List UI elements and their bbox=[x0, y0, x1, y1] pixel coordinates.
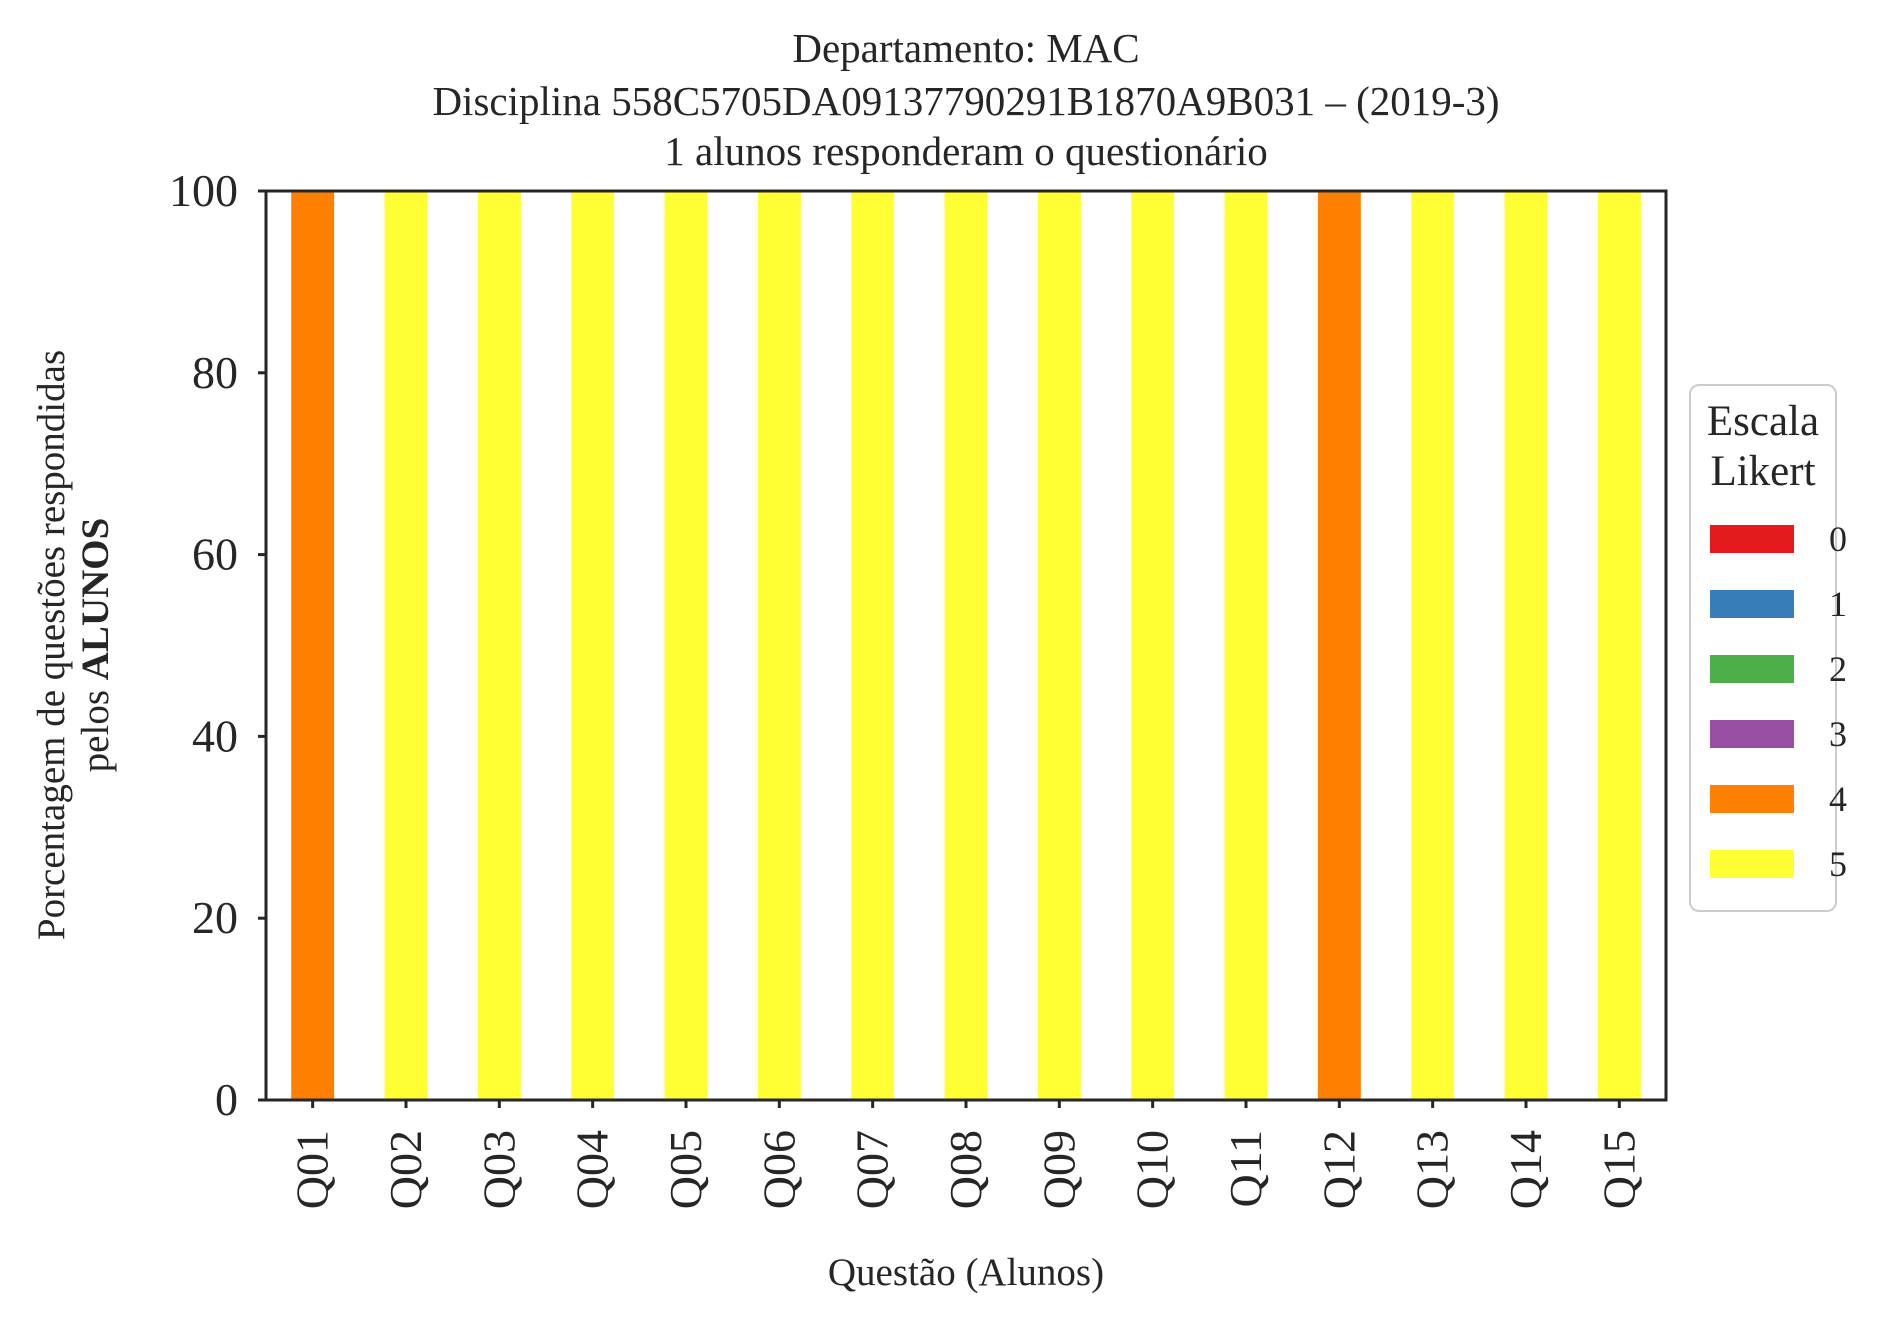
x-tick-label: Q04 bbox=[567, 1130, 618, 1209]
x-tick-label: Q07 bbox=[847, 1130, 898, 1209]
x-tick-label: Q10 bbox=[1127, 1130, 1178, 1209]
x-tick-label: Q14 bbox=[1500, 1130, 1551, 1209]
y-tick-label: 80 bbox=[192, 347, 238, 398]
y-tick-label: 0 bbox=[215, 1074, 238, 1125]
legend-label-5: 5 bbox=[1829, 844, 1847, 884]
x-axis-label: Questão (Alunos) bbox=[828, 1251, 1104, 1294]
y-tick-label: 20 bbox=[192, 892, 238, 943]
bar-q08-likert-5 bbox=[944, 191, 988, 1100]
bar-q09-likert-5 bbox=[1037, 191, 1081, 1100]
legend: Escala Likert 0 1 2 3 4 5 bbox=[1689, 384, 1847, 912]
bar-q03-likert-5 bbox=[477, 191, 521, 1100]
x-tick-label: Q11 bbox=[1220, 1130, 1271, 1208]
title-line-2: Disciplina 558C5705DA09137790291B1870A9B… bbox=[432, 78, 1499, 124]
bars bbox=[291, 191, 1641, 1100]
y-tick-label: 60 bbox=[192, 529, 238, 580]
legend-label-3: 3 bbox=[1829, 714, 1847, 754]
x-tick-label: Q06 bbox=[753, 1130, 804, 1209]
x-tick-label: Q13 bbox=[1407, 1130, 1458, 1209]
bar-q14-likert-5 bbox=[1504, 191, 1548, 1100]
bar-q15-likert-5 bbox=[1597, 191, 1641, 1100]
x-tick-label: Q02 bbox=[380, 1130, 431, 1209]
legend-title-line-1: Escala bbox=[1707, 398, 1819, 445]
y-tick-label: 100 bbox=[169, 165, 238, 216]
bar-q13-likert-5 bbox=[1411, 191, 1455, 1100]
legend-frame bbox=[1689, 384, 1837, 912]
legend-swatch-0 bbox=[1710, 525, 1794, 553]
title-line-3: 1 alunos responderam o questionário bbox=[664, 128, 1267, 174]
legend-swatch-3 bbox=[1710, 720, 1794, 748]
x-tick-label: Q12 bbox=[1313, 1130, 1364, 1209]
legend-label-4: 4 bbox=[1829, 779, 1847, 819]
bar-q06-likert-5 bbox=[757, 191, 801, 1100]
y-axis-label-prefix: pelos bbox=[74, 690, 117, 772]
legend-label-0: 0 bbox=[1829, 519, 1847, 559]
legend-items: 0 1 2 3 4 5 bbox=[1710, 519, 1847, 884]
legend-label-2: 2 bbox=[1829, 649, 1847, 689]
legend-swatch-4 bbox=[1710, 785, 1794, 813]
bar-q05-likert-5 bbox=[664, 191, 708, 1100]
legend-title-line-2: Likert bbox=[1710, 448, 1815, 495]
title-line-1: Departamento: MAC bbox=[792, 25, 1139, 71]
legend-swatch-2 bbox=[1710, 655, 1794, 683]
bar-q04-likert-5 bbox=[571, 191, 615, 1100]
y-tick-label: 40 bbox=[192, 710, 238, 761]
x-tick-label: Q01 bbox=[287, 1130, 338, 1209]
legend-swatch-5 bbox=[1710, 850, 1794, 878]
x-tick-label: Q15 bbox=[1593, 1130, 1644, 1209]
x-axis-ticks: Q01 Q02 Q03 Q04 Q05 Q06 Q07 Q08 Q09 Q10 Q11 Q12 Q13 Q… bbox=[287, 1100, 1644, 1209]
y-axis-label-bold: ALUNOS bbox=[74, 518, 117, 681]
chart-title: Departamento: MAC Disciplina 558C5705DA0… bbox=[432, 25, 1499, 174]
x-tick-label: Q05 bbox=[660, 1130, 711, 1209]
y-axis-label-line-1: Porcentagem de questões respondidas bbox=[30, 350, 73, 940]
legend-swatch-1 bbox=[1710, 590, 1794, 618]
bar-q07-likert-5 bbox=[851, 191, 895, 1100]
x-tick-label: Q08 bbox=[940, 1130, 991, 1209]
y-axis-label: Porcentagem de questões respondidas pelo… bbox=[30, 350, 117, 940]
x-tick-label: Q09 bbox=[1033, 1130, 1084, 1209]
bar-q02-likert-5 bbox=[384, 191, 428, 1100]
bar-q12-likert-4 bbox=[1317, 191, 1361, 1100]
y-axis-ticks: 0 20 40 60 80 100 bbox=[169, 165, 266, 1125]
bar-q11-likert-5 bbox=[1224, 191, 1268, 1100]
y-axis-label-line-2: pelos ALUNOS bbox=[74, 518, 117, 773]
x-tick-label: Q03 bbox=[473, 1130, 524, 1209]
bar-q10-likert-5 bbox=[1131, 191, 1175, 1100]
bar-q01-likert-4 bbox=[291, 191, 335, 1100]
legend-label-1: 1 bbox=[1829, 584, 1847, 624]
